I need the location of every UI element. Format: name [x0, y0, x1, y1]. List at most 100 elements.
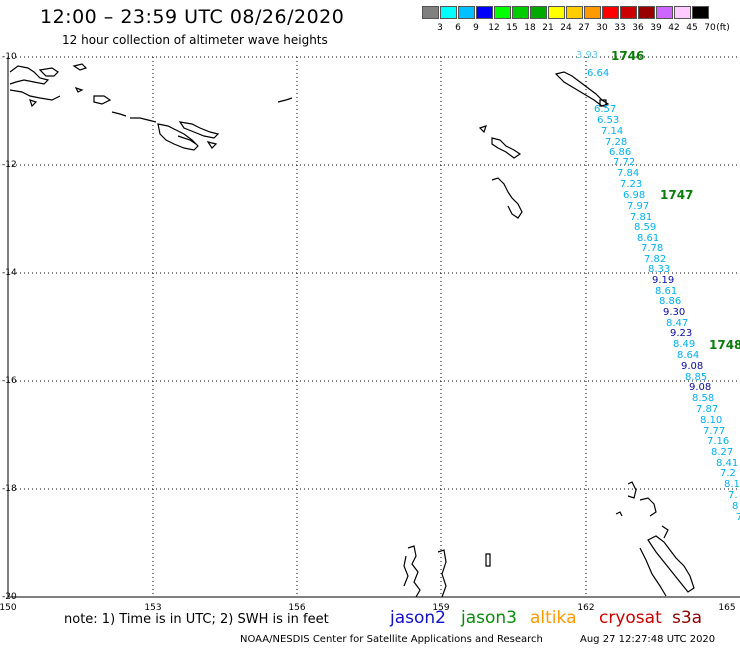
- legend-swatch: [512, 6, 529, 19]
- swh-value: 8.61: [637, 233, 660, 244]
- swh-value: 6.98: [623, 190, 646, 201]
- lat-label: -18: [2, 484, 17, 494]
- swh-value: 8: [732, 501, 739, 512]
- legend-unit: (ft): [716, 23, 730, 33]
- legend-swatch: [602, 6, 619, 19]
- legend-swatch: [530, 6, 547, 19]
- swh-value: 9.30: [663, 307, 686, 318]
- swh-value: 8.64: [677, 350, 700, 361]
- legend-swatch: [692, 6, 709, 19]
- legend-swatch: [548, 6, 565, 19]
- legend-label: 39: [650, 23, 662, 33]
- legend-label: 30: [596, 23, 608, 33]
- lat-label: -12: [2, 160, 17, 170]
- swh-value: 7: [736, 512, 740, 523]
- swh-value: 6.86: [609, 147, 632, 158]
- legend-label: 27: [578, 23, 590, 33]
- swh-value: 3.93: [576, 50, 599, 61]
- legend-swatch: [476, 6, 493, 19]
- swh-value: 7.14: [601, 126, 624, 137]
- lat-label: -16: [2, 376, 17, 386]
- swh-value: 6.64: [587, 68, 610, 79]
- lon-label: 165: [718, 603, 736, 613]
- cycle-label: 1747: [660, 188, 694, 202]
- cycle-label: 1746: [611, 49, 645, 63]
- swh-value: 8.58: [692, 393, 715, 404]
- swh-value: 8.49: [673, 339, 696, 350]
- legend-label: 45: [686, 23, 698, 33]
- satellite-altika: altika: [530, 608, 577, 628]
- swh-value: 9.23: [670, 328, 693, 339]
- swh-value: 7.28: [605, 137, 628, 148]
- lon-label: 162: [577, 603, 595, 613]
- swh-value: 7.2: [720, 468, 736, 479]
- legend-label: 24: [560, 23, 572, 33]
- swh-value: 7.84: [617, 168, 640, 179]
- legend-swatch: [422, 6, 439, 19]
- swh-value: 6.53: [597, 115, 620, 126]
- legend-label: 21: [542, 23, 554, 33]
- legend-label: 33: [614, 23, 626, 33]
- swh-value: 8.10: [700, 415, 723, 426]
- legend-swatch: [584, 6, 601, 19]
- legend-swatch: [620, 6, 637, 19]
- satellite-s3a: s3a: [672, 608, 703, 628]
- cycle-label: 1748: [709, 338, 740, 352]
- swh-value: 7.72: [613, 157, 636, 168]
- legend-label: 18: [524, 23, 536, 33]
- swh-value: 8.1: [724, 479, 740, 490]
- lat-label: -20: [2, 592, 17, 602]
- swh-value: 8.47: [666, 318, 689, 329]
- generation-timestamp: Aug 27 12:27:48 UTC 2020: [580, 634, 716, 645]
- swh-value: 7.82: [644, 254, 667, 265]
- graticule: [8, 56, 740, 597]
- swh-value: 7.: [728, 490, 738, 501]
- legend-label: 3: [437, 23, 443, 33]
- swh-value: 7.87: [696, 404, 719, 415]
- lat-label: -10: [2, 52, 17, 62]
- legend-label: 36: [632, 23, 644, 33]
- swh-value: 8.41: [716, 458, 739, 469]
- swh-value: 7.23: [620, 179, 643, 190]
- lon-label: 150: [0, 603, 17, 613]
- note-text: note: 1) Time is in UTC; 2) SWH is in fe…: [64, 612, 329, 627]
- map-frame: [7, 57, 740, 598]
- legend-label: 6: [455, 23, 461, 33]
- legend-swatch: [674, 6, 691, 19]
- legend-label: 9: [473, 23, 479, 33]
- swh-value: 7.78: [641, 243, 664, 254]
- swh-value: 7.81: [630, 212, 653, 223]
- legend-swatch: [494, 6, 511, 19]
- legend-swatch: [566, 6, 583, 19]
- legend-swatch: [458, 6, 475, 19]
- swh-value: 8.86: [659, 296, 682, 307]
- legend-label: 12: [488, 23, 500, 33]
- satellite-cryosat: cryosat: [599, 608, 662, 628]
- legend-swatch: [440, 6, 457, 19]
- swh-value: 8.61: [655, 286, 678, 297]
- satellite-jason2: jason2: [390, 608, 446, 628]
- lon-label: 153: [144, 603, 162, 613]
- swh-value: 6.57: [594, 104, 617, 115]
- map-title: 12:00 – 23:59 UTC 08/26/2020: [40, 6, 345, 28]
- lon-label: 156: [288, 603, 306, 613]
- legend-swatch: [656, 6, 673, 19]
- swh-value: 8.85: [685, 372, 708, 383]
- legend-label: 70: [704, 23, 716, 33]
- lon-label: 159: [432, 603, 450, 613]
- swh-value: 7.16: [707, 436, 730, 447]
- swh-value: 7.97: [627, 201, 650, 212]
- swh-value: 9.08: [689, 382, 712, 393]
- map-subtitle: 12 hour collection of altimeter wave hei…: [62, 33, 328, 47]
- lat-label: -14: [2, 268, 17, 278]
- legend-swatch: [638, 6, 655, 19]
- swh-value: 7.77: [703, 426, 726, 437]
- coastline: [9, 63, 695, 598]
- legend-label: 42: [668, 23, 680, 33]
- satellite-jason3: jason3: [461, 608, 517, 628]
- swh-value: 8.33: [648, 264, 671, 275]
- swh-value: 9.19: [652, 275, 675, 286]
- credit-line: NOAA/NESDIS Center for Satellite Applica…: [240, 634, 543, 645]
- legend-label: 15: [506, 23, 518, 33]
